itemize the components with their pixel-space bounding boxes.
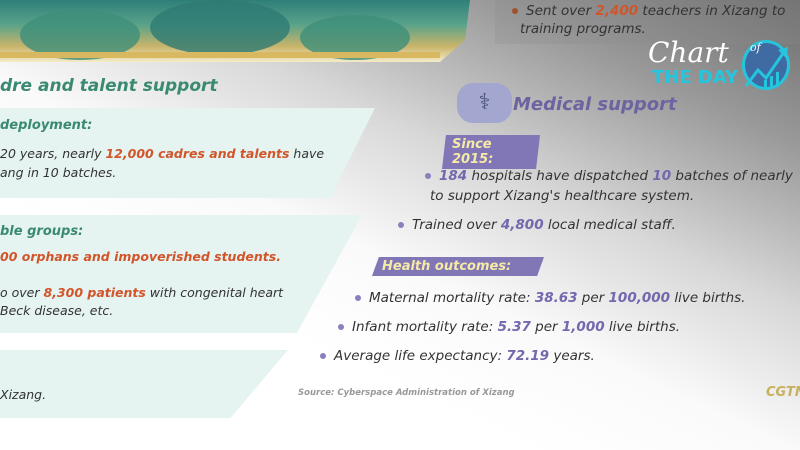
bullet-icon — [512, 8, 518, 14]
since-item: Trained over 4,800 local medical staff. — [398, 217, 676, 233]
medical-title: Medical support — [513, 94, 677, 115]
bullet-icon — [338, 324, 344, 330]
text: o over — [0, 285, 44, 300]
logo-chart-text: Chart — [648, 36, 729, 69]
text: have — [289, 146, 325, 161]
number: 38.63 — [534, 290, 578, 306]
panel-text: Beck disease, etc. — [0, 303, 114, 318]
bullet-icon — [355, 295, 361, 301]
text: Sent over — [526, 3, 596, 19]
text: Maternal mortality rate: — [369, 290, 535, 306]
since-item: 184 hospitals have dispatched 10 batches… — [425, 168, 793, 184]
text: 20 years, nearly — [0, 146, 106, 161]
panel-text: ang in 10 batches. — [0, 165, 117, 180]
highlight: 8,300 patients — [43, 285, 146, 300]
text: per — [530, 319, 562, 335]
text: hospitals have dispatched — [467, 168, 653, 184]
text: Infant mortality rate: — [352, 319, 498, 335]
bullet-icon — [425, 173, 431, 179]
text: live births. — [604, 319, 681, 335]
panel-subtitle: deployment: — [0, 118, 93, 133]
highlight: 2,400 — [595, 3, 639, 19]
brand-logo: CGTN — [766, 385, 800, 400]
number: 5.37 — [497, 319, 531, 335]
highlight: 12,000 cadres and talents — [105, 146, 290, 161]
number: 4,800 — [500, 217, 544, 233]
panel-third — [0, 350, 288, 418]
panel-deployment — [0, 108, 375, 198]
logo-of-text: of — [750, 41, 761, 54]
teachers-text: Sent over 2,400 teachers in Xizang to — [512, 3, 785, 19]
section-title: dre and talent support — [0, 76, 218, 96]
text: live births. — [670, 290, 746, 306]
source-text: Source: Cyberspace Administration of Xiz… — [298, 388, 515, 398]
bullet-icon — [398, 222, 404, 228]
logo-the-day-text: THE DAY — [652, 67, 739, 88]
panel-vulnerable-groups — [0, 215, 362, 333]
panel-text: 20 years, nearly 12,000 cadres and talen… — [0, 146, 324, 161]
number: 100,000 — [608, 290, 671, 306]
text: Average life expectancy: — [334, 348, 507, 364]
text: Trained over — [412, 217, 501, 233]
outcome-item: Average life expectancy: 72.19 years. — [320, 348, 595, 364]
outcome-item: Infant mortality rate: 5.37 per 1,000 li… — [338, 319, 680, 335]
number: 72.19 — [506, 348, 550, 364]
text: per — [577, 290, 609, 306]
number: 1,000 — [561, 319, 605, 335]
text: years. — [549, 348, 595, 364]
panel-highlight: 00 orphans and impoverished students. — [0, 249, 281, 264]
teachers-text-line2: training programs. — [520, 21, 646, 37]
text: batches of nearly — [671, 168, 793, 184]
panel-text: Xizang. — [0, 387, 47, 402]
decorative-illustration — [0, 0, 470, 62]
panel-text: o over 8,300 patients with congenital he… — [0, 285, 283, 300]
stethoscope-icon: ⚕ — [457, 83, 512, 123]
outcome-item: Maternal mortality rate: 38.63 per 100,0… — [355, 290, 745, 306]
outcomes-ribbon: Health outcomes: — [372, 257, 544, 276]
text: teachers in Xizang to — [638, 3, 786, 19]
text: local medical staff. — [543, 217, 676, 233]
arrow-chart-icon — [744, 47, 788, 87]
number: 184 — [439, 168, 468, 184]
since-item-line2: to support Xizang's healthcare system. — [430, 188, 695, 204]
since-ribbon: Since 2015: — [442, 135, 540, 169]
bullet-icon — [320, 353, 326, 359]
teachers-box — [495, 0, 800, 44]
panel-subtitle: ble groups: — [0, 224, 84, 239]
number: 10 — [652, 168, 672, 184]
text: with congenital heart — [145, 285, 284, 300]
